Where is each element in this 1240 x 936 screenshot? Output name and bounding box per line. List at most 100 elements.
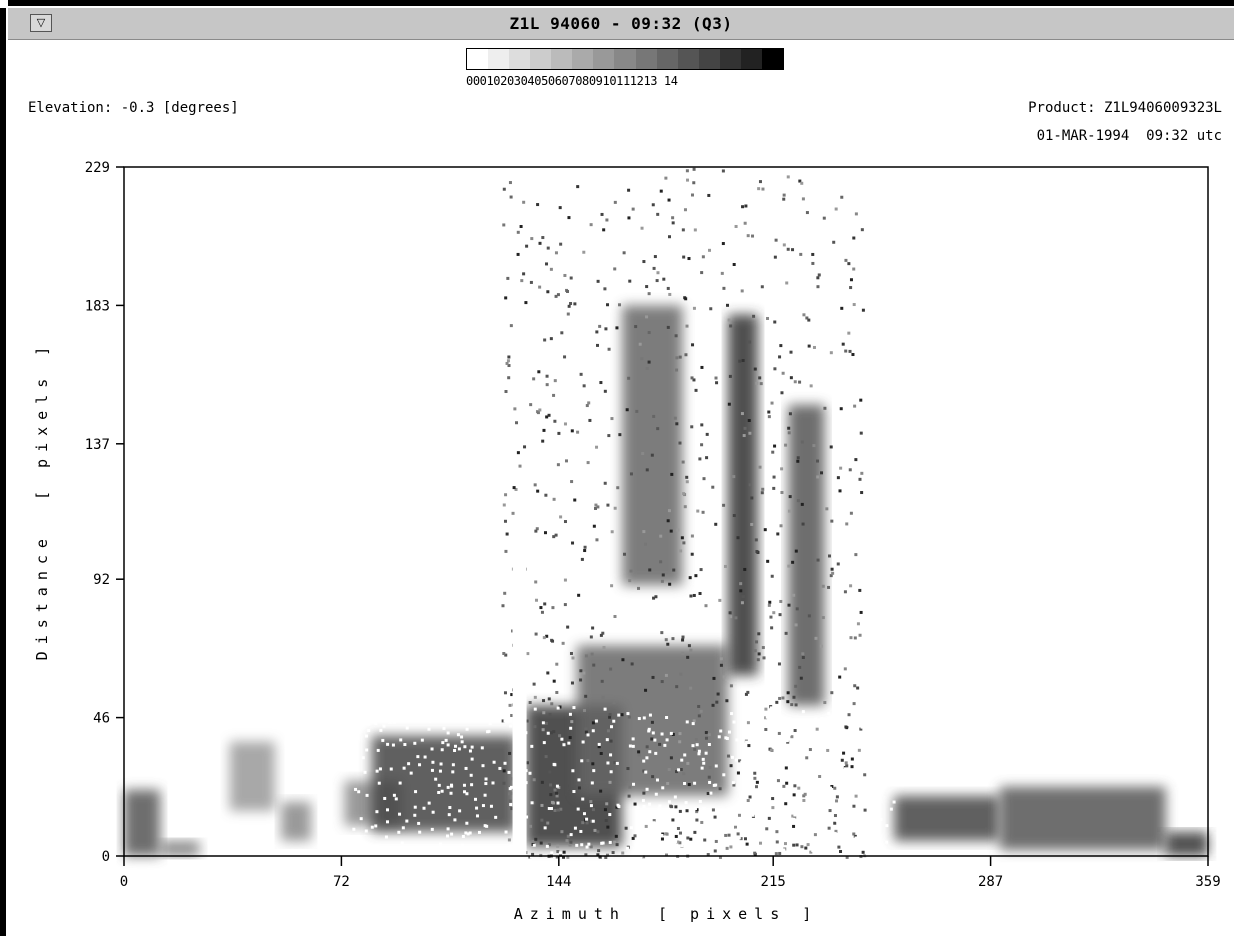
heatmap-speckle (685, 809, 689, 813)
heatmap-speckle (789, 376, 793, 380)
heatmap-speckle (793, 729, 797, 733)
heatmap-gap (446, 731, 450, 735)
heatmap-gap (760, 768, 764, 772)
window-menu-button[interactable]: ▽ (30, 14, 52, 32)
heatmap-gap (657, 807, 661, 811)
heatmap-gap (492, 760, 496, 764)
heatmap-speckle (764, 727, 768, 731)
heatmap-gap (742, 846, 746, 850)
heatmap-gap (430, 827, 434, 831)
heatmap-speckle (679, 768, 683, 772)
title-bar[interactable]: ▽ Z1L 94060 - 09:32 (Q3) (8, 8, 1234, 40)
heatmap-speckle (674, 770, 678, 774)
heatmap-speckle (771, 806, 775, 810)
heatmap-speckle (678, 732, 682, 736)
heatmap-speckle (722, 675, 726, 679)
heatmap-speckle (583, 545, 587, 549)
heatmap-speckle (820, 471, 824, 475)
heatmap-speckle (653, 255, 657, 259)
heatmap-gap (653, 836, 657, 840)
heatmap-gap (448, 806, 452, 810)
heatmap-speckle (651, 775, 655, 779)
heatmap-speckle (845, 855, 849, 859)
heatmap-speckle (791, 560, 795, 564)
heatmap-speckle (505, 532, 509, 536)
heatmap-speckle (790, 703, 794, 707)
heatmap-gap (359, 817, 363, 821)
heatmap-gap (407, 852, 411, 856)
heatmap-speckle (797, 786, 801, 790)
heatmap-speckle (529, 280, 533, 284)
heatmap-speckle (779, 344, 783, 348)
heatmap-speckle (652, 596, 656, 600)
heatmap-speckle (799, 252, 803, 256)
heatmap-speckle (759, 382, 763, 386)
heatmap-speckle (509, 195, 513, 199)
heatmap-gap (803, 749, 807, 753)
heatmap-speckle (801, 652, 805, 656)
heatmap-speckle (674, 805, 678, 809)
heatmap-speckle (613, 615, 617, 619)
heatmap-speckle (836, 476, 840, 480)
heatmap-speckle (670, 472, 674, 476)
heatmap-speckle (732, 263, 736, 267)
heatmap-speckle (609, 739, 613, 743)
heatmap-gap (665, 738, 669, 742)
heatmap-speckle (747, 744, 751, 748)
heatmap-speckle (516, 230, 520, 234)
heatmap-gap (768, 774, 772, 778)
heatmap-speckle (718, 787, 722, 791)
heatmap-speckle (589, 800, 593, 804)
heatmap-speckle (606, 303, 610, 307)
heatmap-gap (560, 737, 564, 741)
heatmap-gap (447, 813, 451, 817)
heatmap-gap (642, 804, 646, 808)
heatmap-gap (457, 747, 461, 751)
heatmap-gap (364, 829, 368, 833)
heatmap-speckle (598, 324, 602, 328)
heatmap-speckle (565, 839, 569, 843)
heatmap-speckle (835, 799, 839, 803)
y-tick-label: 229 (85, 160, 110, 176)
heatmap-gap (707, 743, 711, 747)
heatmap-gap (483, 824, 487, 828)
heatmap-speckle (534, 632, 538, 636)
heatmap-speckle (621, 851, 625, 855)
heatmap-speckle (860, 471, 864, 475)
heatmap-speckle (802, 798, 806, 802)
timestamp-label: 01-MAR-1994 09:32 utc (1036, 128, 1222, 144)
heatmap-gap (396, 849, 400, 853)
heatmap-gap (645, 756, 649, 760)
heatmap-speckle (667, 767, 671, 771)
heatmap-speckle (801, 522, 805, 526)
heatmap-speckle (739, 589, 743, 593)
heatmap-speckle (528, 701, 532, 705)
heatmap-gap (890, 776, 894, 780)
heatmap-speckle (823, 406, 827, 410)
heatmap-speckle (743, 567, 747, 571)
heatmap-speckle (507, 376, 511, 380)
heatmap-speckle (839, 466, 843, 470)
heatmap-gap (430, 768, 434, 772)
y-axis-label: Distance [ pixels ] (33, 339, 51, 661)
heatmap-gap (585, 845, 589, 849)
heatmap-speckle (512, 486, 516, 490)
heatmap-speckle (503, 591, 507, 595)
heatmap-speckle (727, 833, 731, 837)
heatmap-speckle (584, 853, 588, 857)
heatmap-gap (774, 785, 778, 789)
heatmap-gap (702, 807, 706, 811)
heatmap-gap (890, 778, 894, 782)
heatmap-gap (379, 728, 383, 732)
heatmap-gap (377, 781, 381, 785)
heatmap-gap (470, 757, 474, 761)
heatmap-speckle (640, 357, 644, 361)
heatmap-speckle (778, 613, 782, 617)
heatmap-speckle (602, 645, 606, 649)
heatmap-speckle (792, 843, 796, 847)
heatmap-speckle (752, 314, 756, 318)
heatmap-speckle (538, 408, 542, 412)
heatmap-gap (367, 722, 371, 726)
heatmap-gap (542, 741, 546, 745)
heatmap-speckle (732, 514, 736, 518)
